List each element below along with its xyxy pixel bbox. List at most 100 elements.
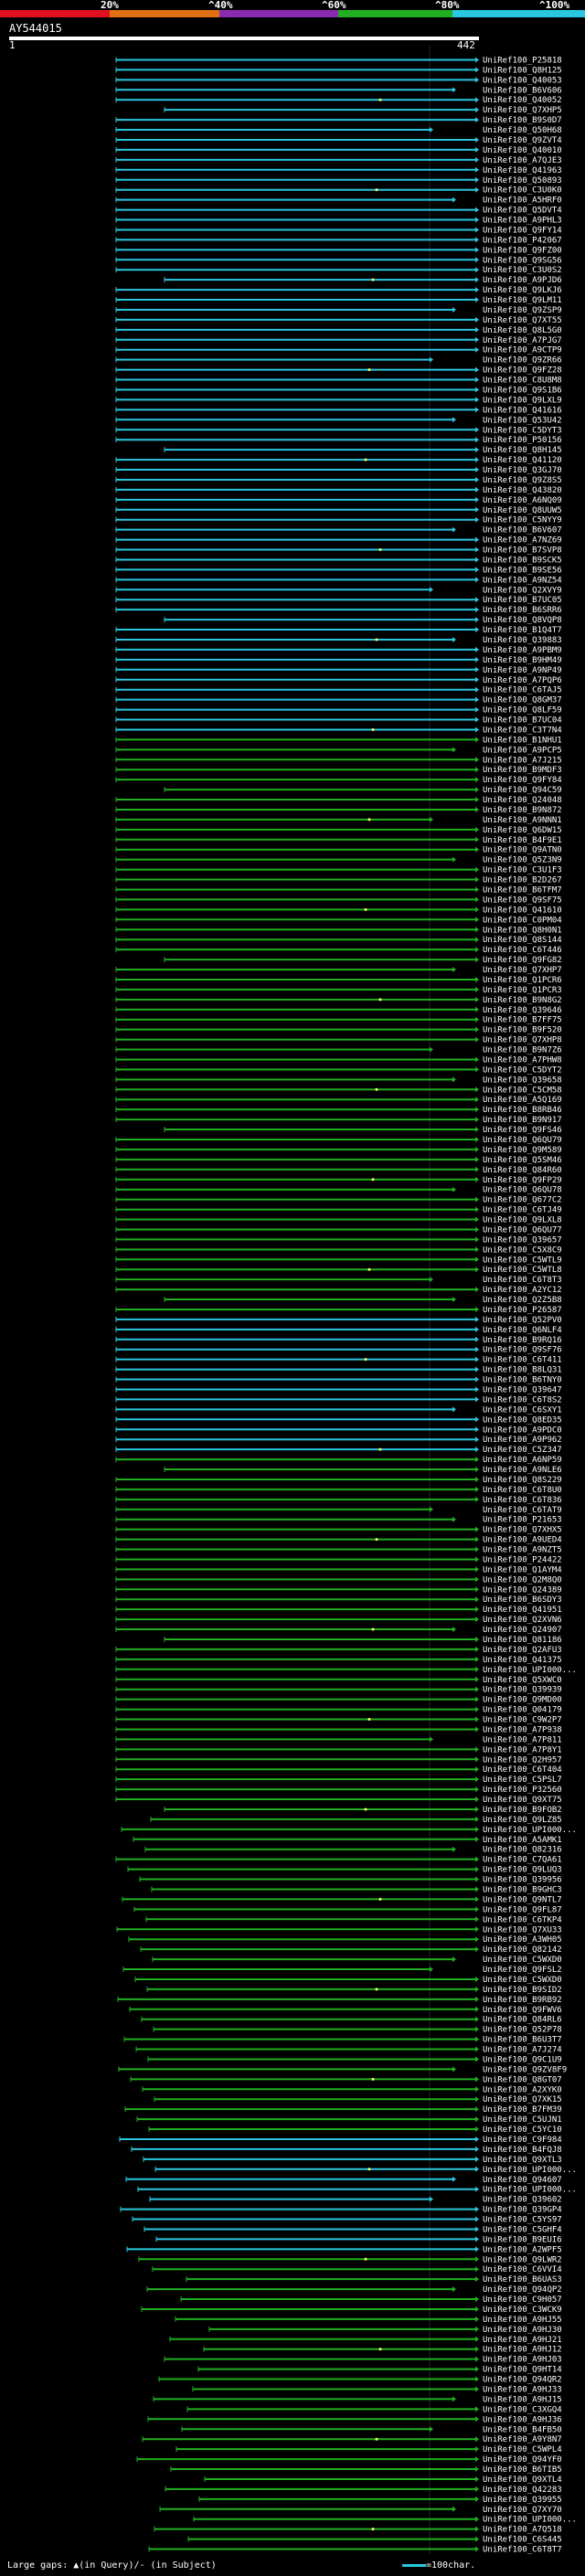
hit-label[interactable]: UniRef100_Q39955 bbox=[483, 2496, 562, 2505]
hit-label[interactable]: UniRef100_C5WTL8 bbox=[483, 1266, 562, 1275]
hit-label[interactable]: UniRef100_A9PBM9 bbox=[483, 646, 562, 655]
hit-label[interactable]: UniRef100_Q8H0N1 bbox=[483, 926, 562, 935]
hit-label[interactable]: UniRef100_A7PQP6 bbox=[483, 676, 562, 685]
hit-label[interactable]: UniRef100_Q82316 bbox=[483, 1846, 562, 1855]
hit-label[interactable]: UniRef100_Q9LWR2 bbox=[483, 2255, 562, 2264]
hit-label[interactable]: UniRef100_B9F520 bbox=[483, 1026, 562, 1035]
hit-label[interactable]: UniRef100_B9SCK5 bbox=[483, 556, 562, 565]
hit-label[interactable]: UniRef100_A7P938 bbox=[483, 1725, 562, 1734]
hit-label[interactable]: UniRef100_Q9FWV6 bbox=[483, 2006, 562, 2015]
hit-label[interactable]: UniRef100_Q8VQP8 bbox=[483, 616, 562, 625]
hit-label[interactable]: UniRef100_A9PCP5 bbox=[483, 746, 562, 755]
hit-label[interactable]: UniRef100_B4F9E1 bbox=[483, 836, 562, 845]
hit-label[interactable]: UniRef100_Q39GP4 bbox=[483, 2206, 562, 2215]
hit-label[interactable]: UniRef100_Q9XTL3 bbox=[483, 2156, 562, 2165]
hit-label[interactable]: UniRef100_Q9FY14 bbox=[483, 226, 562, 235]
hit-label[interactable]: UniRef100_C6T8U0 bbox=[483, 1486, 562, 1495]
hit-label[interactable]: UniRef100_Q84RL6 bbox=[483, 2016, 562, 2025]
hit-label[interactable]: UniRef100_P25818 bbox=[483, 56, 562, 65]
hit-label[interactable]: UniRef100_Q52PV0 bbox=[483, 1316, 562, 1325]
hit-label[interactable]: UniRef100_B9SID2 bbox=[483, 1986, 562, 1995]
hit-label[interactable]: UniRef100_Q04179 bbox=[483, 1706, 562, 1715]
hit-label[interactable]: UniRef100_Q6QU78 bbox=[483, 1186, 562, 1195]
hit-label[interactable]: UniRef100_C6T8T3 bbox=[483, 1276, 562, 1285]
hit-label[interactable]: UniRef100_C6VVI4 bbox=[483, 2265, 562, 2274]
hit-label[interactable]: UniRef100_B1Q4T7 bbox=[483, 626, 562, 635]
hit-label[interactable]: UniRef100_Q9FZ00 bbox=[483, 246, 562, 255]
hit-label[interactable]: UniRef100_C6T411 bbox=[483, 1356, 562, 1365]
hit-label[interactable]: UniRef100_A7J274 bbox=[483, 2046, 562, 2055]
hit-label[interactable]: UniRef100_A9NLE6 bbox=[483, 1466, 562, 1475]
hit-label[interactable]: UniRef100_C5PSL7 bbox=[483, 1776, 562, 1785]
hit-label[interactable]: UniRef100_Q9S1B6 bbox=[483, 386, 562, 395]
hit-label[interactable]: UniRef100_Q39883 bbox=[483, 636, 562, 645]
hit-label[interactable]: UniRef100_Q9FZ28 bbox=[483, 366, 562, 376]
hit-label[interactable]: UniRef100_Q9LZ85 bbox=[483, 1816, 562, 1825]
hit-label[interactable]: UniRef100_A9HJ55 bbox=[483, 2316, 562, 2325]
hit-label[interactable]: UniRef100_C5WPL4 bbox=[483, 2445, 562, 2454]
hit-label[interactable]: UniRef100_Q39658 bbox=[483, 1076, 562, 1085]
hit-label[interactable]: UniRef100_A9P962 bbox=[483, 1436, 562, 1445]
hit-label[interactable]: UniRef100_C5YC10 bbox=[483, 2125, 562, 2135]
hit-label[interactable]: UniRef100_A9PDC0 bbox=[483, 1426, 562, 1435]
hit-label[interactable]: UniRef100_Q1PCR3 bbox=[483, 986, 562, 995]
hit-label[interactable]: UniRef100_C3T7N4 bbox=[483, 726, 562, 735]
hit-label[interactable]: UniRef100_A7Q518 bbox=[483, 2526, 562, 2535]
hit-label[interactable]: UniRef100_C5UJN1 bbox=[483, 2115, 562, 2125]
hit-label[interactable]: UniRef100_Q2H957 bbox=[483, 1755, 562, 1765]
hit-label[interactable]: UniRef100_Q7XU33 bbox=[483, 1925, 562, 1935]
hit-label[interactable]: UniRef100_Q9LKJ6 bbox=[483, 286, 562, 295]
hit-label[interactable]: UniRef100_B4FQJ8 bbox=[483, 2146, 562, 2155]
hit-label[interactable]: UniRef100_Q50893 bbox=[483, 176, 562, 186]
hit-label[interactable]: UniRef100_Q9ZSP9 bbox=[483, 306, 562, 315]
hit-label[interactable]: UniRef100_A9PHL3 bbox=[483, 217, 562, 226]
hit-label[interactable]: UniRef100_Q7XHP5 bbox=[483, 106, 562, 115]
hit-label[interactable]: UniRef100_C3XGQ4 bbox=[483, 2405, 562, 2414]
hit-label[interactable]: UniRef100_Q94YF0 bbox=[483, 2455, 562, 2465]
hit-label[interactable]: UniRef100_P21653 bbox=[483, 1516, 562, 1525]
hit-label[interactable]: UniRef100_Q9SG56 bbox=[483, 256, 562, 265]
hit-label[interactable]: UniRef100_B7SVP8 bbox=[483, 546, 562, 556]
hit-label[interactable]: UniRef100_Q9ATN0 bbox=[483, 846, 562, 855]
hit-label[interactable]: UniRef100_Q2M8Q0 bbox=[483, 1575, 562, 1585]
hit-label[interactable]: UniRef100_A2XYK0 bbox=[483, 2085, 562, 2094]
hit-label[interactable]: UniRef100_A3WH05 bbox=[483, 1935, 562, 1945]
hit-label[interactable]: UniRef100_Q9FG82 bbox=[483, 956, 562, 965]
hit-label[interactable]: UniRef100_P50156 bbox=[483, 436, 562, 445]
hit-label[interactable]: UniRef100_A9PJD6 bbox=[483, 276, 562, 285]
hit-label[interactable]: UniRef100_A7PHW8 bbox=[483, 1055, 562, 1065]
hit-label[interactable]: UniRef100_C8U8M8 bbox=[483, 376, 562, 386]
hit-label[interactable]: UniRef100_B9N7Z6 bbox=[483, 1046, 562, 1055]
hit-label[interactable]: UniRef100_Q40010 bbox=[483, 146, 562, 155]
hit-label[interactable]: UniRef100_P32560 bbox=[483, 1786, 562, 1795]
hit-label[interactable]: UniRef100_B6V606 bbox=[483, 86, 562, 95]
hit-label[interactable]: UniRef100_Q6QU79 bbox=[483, 1136, 562, 1145]
hit-label[interactable]: UniRef100_Q41616 bbox=[483, 406, 562, 415]
hit-label[interactable]: UniRef100_A7J215 bbox=[483, 756, 562, 765]
hit-label[interactable]: UniRef100_C7QA61 bbox=[483, 1856, 562, 1865]
hit-label[interactable]: UniRef100_B9SE56 bbox=[483, 566, 562, 575]
hit-label[interactable]: UniRef100_Q39657 bbox=[483, 1235, 562, 1245]
hit-label[interactable]: UniRef100_Q39956 bbox=[483, 1876, 562, 1885]
hit-label[interactable]: UniRef100_C5X8C9 bbox=[483, 1246, 562, 1255]
hit-label[interactable]: UniRef100_C6T446 bbox=[483, 946, 562, 955]
hit-label[interactable]: UniRef100_C3WCK9 bbox=[483, 2306, 562, 2315]
hit-label[interactable]: UniRef100_Q9ZVT4 bbox=[483, 136, 562, 145]
hit-label[interactable]: UniRef100_A9HJ15 bbox=[483, 2395, 562, 2404]
hit-label[interactable]: UniRef100_Q7XK15 bbox=[483, 2095, 562, 2104]
hit-label[interactable]: UniRef100_C5NYY9 bbox=[483, 516, 562, 525]
hit-label[interactable]: UniRef100_Q9LXL9 bbox=[483, 396, 562, 405]
hit-label[interactable]: UniRef100_Q1PCR6 bbox=[483, 976, 562, 985]
hit-label[interactable]: UniRef100_B9FOB2 bbox=[483, 1806, 562, 1815]
hit-label[interactable]: UniRef100_A7NZ69 bbox=[483, 536, 562, 546]
hit-label[interactable]: UniRef100_A6NP59 bbox=[483, 1456, 562, 1465]
hit-label[interactable]: UniRef100_Q5Z3N9 bbox=[483, 856, 562, 865]
hit-label[interactable]: UniRef100_Q41120 bbox=[483, 456, 562, 465]
hit-label[interactable]: UniRef100_B6TFM7 bbox=[483, 885, 562, 895]
hit-label[interactable]: UniRef100_UPI000... bbox=[483, 2166, 577, 2175]
hit-label[interactable]: UniRef100_C6T836 bbox=[483, 1496, 562, 1505]
hit-label[interactable]: UniRef100_A9UED4 bbox=[483, 1536, 562, 1545]
hit-label[interactable]: UniRef100_Q2XVN6 bbox=[483, 1616, 562, 1625]
hit-label[interactable]: UniRef100_Q39602 bbox=[483, 2196, 562, 2205]
hit-label[interactable]: UniRef100_Q9LXL8 bbox=[483, 1216, 562, 1225]
